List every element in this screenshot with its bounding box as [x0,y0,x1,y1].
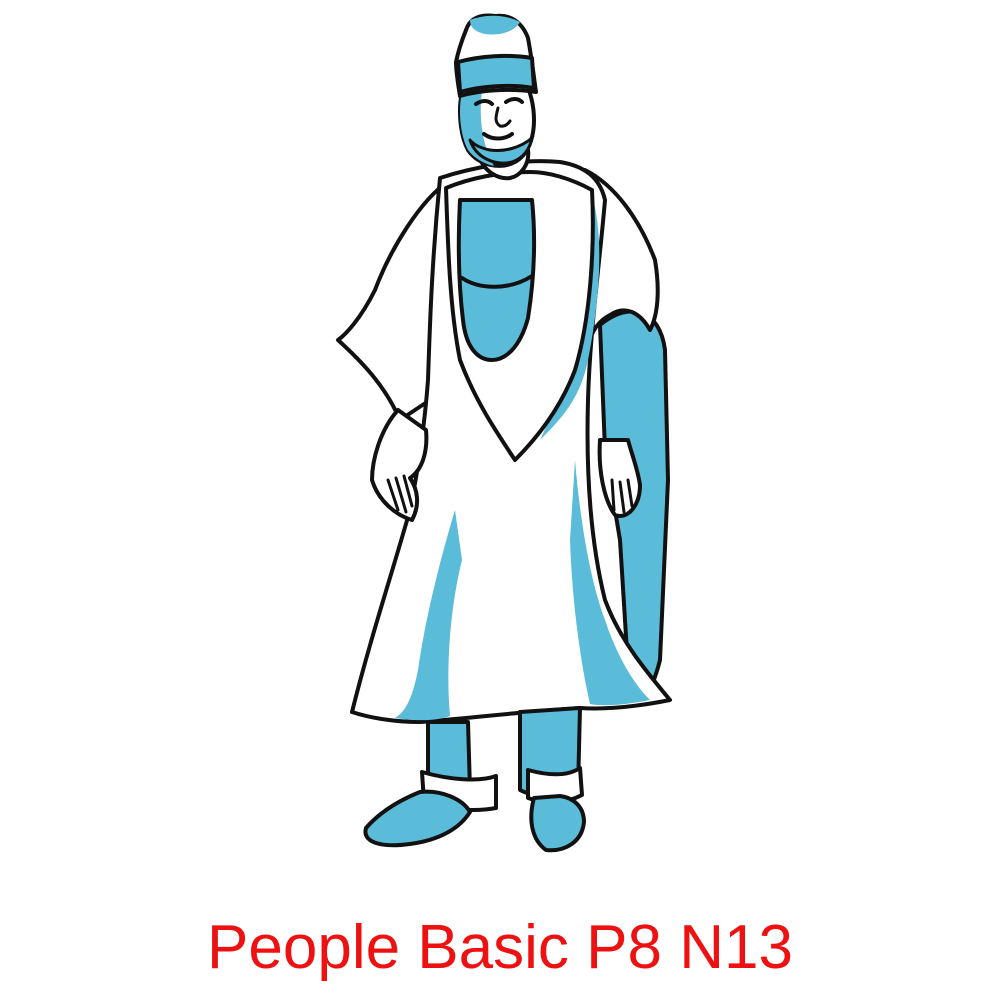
beard [468,136,534,165]
fila-cap-band [456,53,536,94]
chest-shield [456,198,537,362]
right-shoe [529,794,586,853]
robe-shadow-left [395,510,462,721]
left-shoe [363,789,472,848]
left-sleeve [336,178,452,422]
chest-shield-divider [460,274,534,289]
fila-cap-top [470,15,520,35]
right-eye [504,97,524,104]
left-hand [370,408,429,522]
man-in-robe-illustration [336,13,672,853]
nose [494,106,512,128]
right-fingers [610,478,634,514]
robe-shadow-right [570,460,650,706]
mouth [482,132,514,141]
caption: People Basic P8 N13 [207,913,793,982]
left-eye [474,99,494,106]
left-fingers [386,474,414,514]
